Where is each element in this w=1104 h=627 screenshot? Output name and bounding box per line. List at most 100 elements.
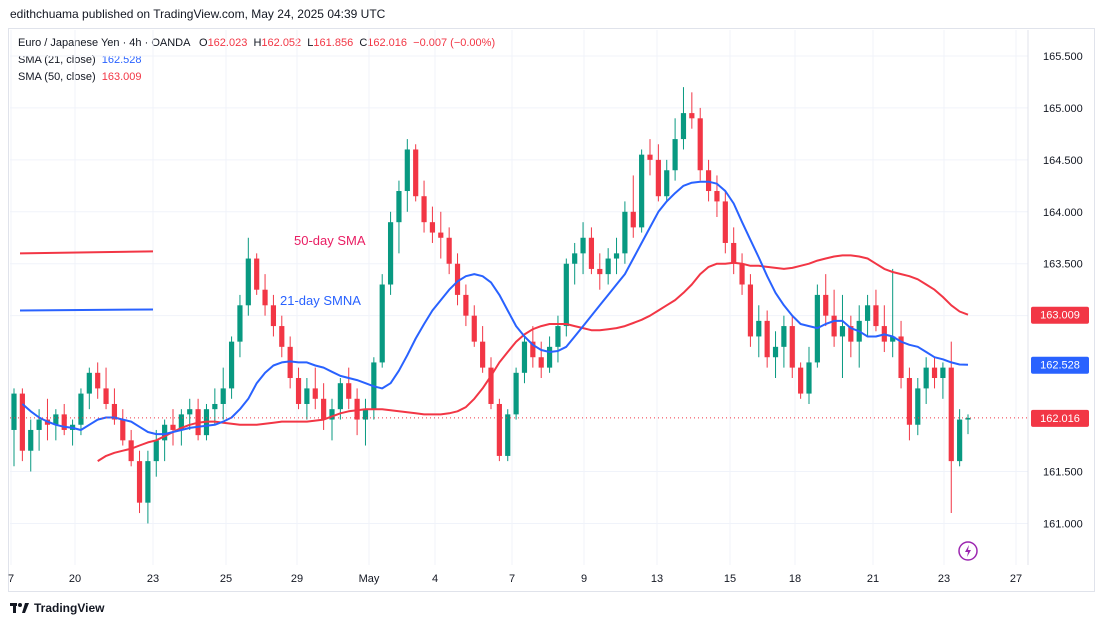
candle-body[interactable] <box>597 268 603 275</box>
candle-body[interactable] <box>747 284 754 337</box>
candle-body[interactable] <box>898 336 904 379</box>
candle-body[interactable] <box>915 388 921 425</box>
candle-body[interactable] <box>329 409 335 420</box>
candle-body[interactable] <box>136 461 143 503</box>
candle-body[interactable] <box>714 191 720 202</box>
candle-body[interactable] <box>563 263 569 327</box>
candle-body[interactable] <box>923 367 929 389</box>
candle-body[interactable] <box>162 424 168 441</box>
candle-body[interactable] <box>471 315 477 342</box>
candle-body[interactable] <box>664 170 670 197</box>
candle-body[interactable] <box>839 326 846 337</box>
candle-body[interactable] <box>940 367 946 379</box>
candle-body[interactable] <box>546 346 553 368</box>
candle-body[interactable] <box>463 294 469 316</box>
candle-body[interactable] <box>906 378 913 425</box>
candle-body[interactable] <box>95 372 101 389</box>
candle-body[interactable] <box>572 253 578 264</box>
candle-body[interactable] <box>781 326 787 347</box>
candle-body[interactable] <box>722 201 728 243</box>
candle-body[interactable] <box>957 419 963 462</box>
candle-body[interactable] <box>764 320 770 358</box>
candle-body[interactable] <box>178 414 184 430</box>
candle-body[interactable] <box>387 222 394 285</box>
candle-body[interactable] <box>965 417 971 420</box>
candle-body[interactable] <box>404 149 410 192</box>
candle-body[interactable] <box>655 159 661 197</box>
candle-body[interactable] <box>496 403 502 456</box>
candle-body[interactable] <box>237 305 243 342</box>
candle-body[interactable] <box>19 393 25 451</box>
candle-body[interactable] <box>739 263 745 285</box>
candle-body[interactable] <box>689 113 695 119</box>
candle-body[interactable] <box>429 222 436 233</box>
candle-body[interactable] <box>672 139 678 171</box>
candle-body[interactable] <box>128 440 134 462</box>
candle-body[interactable] <box>245 258 251 306</box>
candle-body[interactable] <box>488 367 494 404</box>
candle-body[interactable] <box>86 372 92 394</box>
candle-body[interactable] <box>170 424 176 430</box>
legend-sma50-row[interactable]: SMA (50, close) 163.009 <box>18 69 495 86</box>
candle-body[interactable] <box>228 341 235 389</box>
legend-sma21-row[interactable]: SMA (21, close) 162.528 <box>18 52 495 69</box>
candle-body[interactable] <box>890 336 896 342</box>
candle-body[interactable] <box>262 289 268 306</box>
candle-body[interactable] <box>521 341 528 373</box>
candle-body[interactable] <box>212 403 218 410</box>
candle-body[interactable] <box>480 341 486 368</box>
candle-body[interactable] <box>756 320 762 337</box>
candle-body[interactable] <box>78 393 84 425</box>
candle-body[interactable] <box>337 383 343 410</box>
candle-body[interactable] <box>270 305 277 327</box>
candle-body[interactable] <box>630 211 636 228</box>
candle-body[interactable] <box>120 419 126 441</box>
candle-body[interactable] <box>446 237 452 264</box>
candle-body[interactable] <box>287 346 293 379</box>
annotation-21-day-sma[interactable]: 21-day SMNA <box>280 293 361 308</box>
candle-body[interactable] <box>588 237 595 269</box>
candle-body[interactable] <box>111 403 118 420</box>
candle-body[interactable] <box>354 398 360 420</box>
candle-body[interactable] <box>145 461 151 503</box>
candle-body[interactable] <box>731 242 737 264</box>
candle-body[interactable] <box>873 305 879 327</box>
candle-body[interactable] <box>622 211 628 254</box>
drawn-line-blue[interactable] <box>19 308 154 312</box>
candle-body[interactable] <box>823 294 829 316</box>
candle-body[interactable] <box>304 388 310 404</box>
candle-body[interactable] <box>28 429 34 451</box>
candle-body[interactable] <box>187 409 193 415</box>
candle-body[interactable] <box>421 196 427 223</box>
candle-body[interactable] <box>639 154 645 228</box>
candle-body[interactable] <box>454 263 461 295</box>
candle-body[interactable] <box>312 388 318 399</box>
candle-body[interactable] <box>346 383 352 399</box>
tradingview-logo[interactable]: TradingView <box>10 601 104 615</box>
symbol-title[interactable]: Euro / Japanese Yen · 4h · OANDA <box>18 37 190 49</box>
candle-body[interactable] <box>680 113 687 140</box>
candle-body[interactable] <box>613 253 620 259</box>
candle-body[interactable] <box>605 258 611 275</box>
candle-body[interactable] <box>580 237 586 254</box>
candle-body[interactable] <box>379 284 385 363</box>
candle-body[interactable] <box>505 414 511 456</box>
candle-body[interactable] <box>705 170 712 192</box>
candle-body[interactable] <box>254 258 260 290</box>
candle-body[interactable] <box>538 357 544 368</box>
candle-body[interactable] <box>789 326 795 368</box>
candle-body[interactable] <box>697 118 703 171</box>
candle-body[interactable] <box>396 191 402 223</box>
candle-body[interactable] <box>413 149 419 197</box>
candle-body[interactable] <box>321 398 327 420</box>
candle-body[interactable] <box>831 315 837 337</box>
candle-body[interactable] <box>103 388 109 404</box>
drawn-line-red[interactable] <box>19 250 154 255</box>
candle-body[interactable] <box>798 367 804 394</box>
candle-body[interactable] <box>848 326 854 342</box>
candle-body[interactable] <box>530 341 536 358</box>
candle-body[interactable] <box>279 326 285 347</box>
candle-body[interactable] <box>220 388 226 404</box>
candle-body[interactable] <box>11 393 17 430</box>
